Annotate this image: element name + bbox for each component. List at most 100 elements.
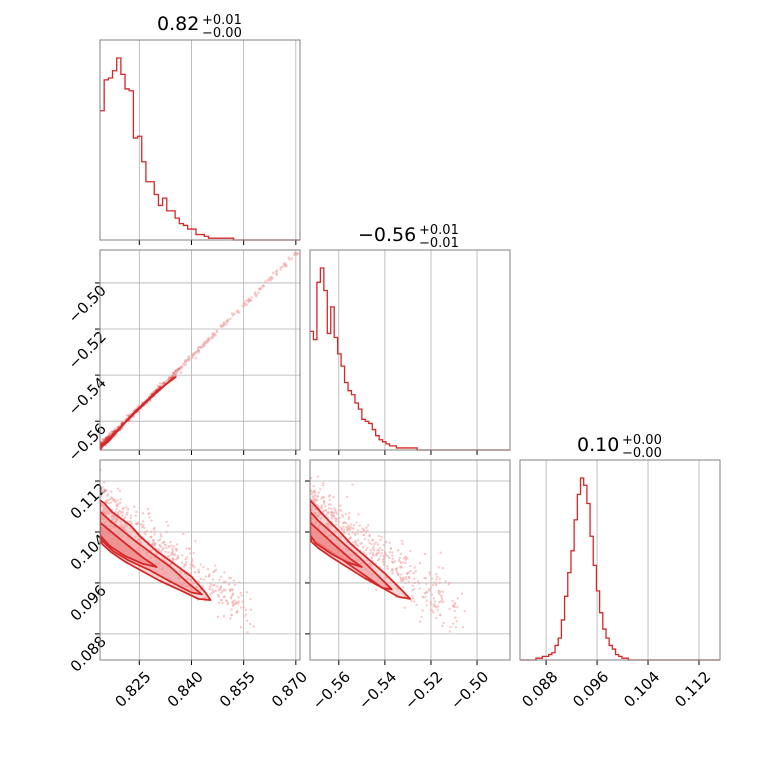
sample-point — [359, 542, 362, 545]
sample-point — [241, 600, 244, 604]
sample-point — [300, 495, 302, 497]
sample-point — [250, 296, 253, 299]
sample-point — [235, 611, 238, 614]
sample-point — [339, 535, 343, 539]
axes-frame — [519, 459, 721, 661]
sample-point — [320, 504, 323, 507]
sample-point — [413, 581, 416, 585]
sample-point — [197, 568, 200, 572]
sample-point — [343, 521, 346, 524]
sample-point — [399, 552, 403, 556]
sample-point — [306, 505, 308, 507]
sample-point — [106, 509, 109, 512]
sample-point — [244, 608, 248, 612]
sample-point — [237, 311, 241, 314]
sample-point — [122, 526, 126, 530]
sample-point — [183, 572, 187, 576]
sample-point — [311, 506, 314, 510]
sample-point — [133, 505, 136, 508]
x-tick-label: 0.870 — [268, 668, 311, 711]
sample-point — [320, 497, 323, 500]
sample-point — [383, 560, 386, 563]
sample-point — [248, 298, 251, 302]
sample-point — [429, 587, 432, 590]
sample-point — [192, 551, 195, 555]
sample-point — [350, 527, 354, 530]
histogram-step — [520, 477, 720, 661]
sample-point — [395, 568, 398, 571]
sample-point — [94, 509, 96, 511]
sample-point — [426, 591, 429, 594]
sample-point — [345, 525, 348, 529]
sample-point — [279, 265, 283, 269]
x-tick-label: 0.825 — [112, 668, 155, 711]
sample-point — [194, 539, 197, 543]
sample-point — [409, 549, 412, 553]
sample-point — [126, 511, 129, 514]
sample-point — [312, 484, 315, 488]
sample-point — [342, 525, 345, 528]
sample-point — [167, 554, 170, 558]
sample-point — [369, 563, 372, 567]
sample-point — [225, 320, 229, 324]
sample-point — [369, 549, 372, 552]
sample-point — [404, 576, 408, 579]
y-tick-label: −0.50 — [65, 282, 110, 327]
sample-point — [236, 609, 239, 613]
sample-point — [116, 504, 119, 508]
sample-point — [396, 588, 400, 591]
sample-point — [412, 572, 415, 575]
sample-point — [107, 434, 111, 437]
sample-point — [242, 606, 246, 609]
sample-point — [128, 527, 132, 530]
sample-point — [156, 384, 160, 388]
sample-point — [134, 514, 137, 517]
sample-point — [227, 583, 231, 586]
sample-point — [179, 371, 183, 374]
sample-point — [417, 582, 421, 585]
sample-point — [322, 500, 326, 503]
sample-point — [397, 558, 401, 562]
axes-frame — [309, 459, 511, 661]
sample-point — [151, 541, 155, 544]
sample-point — [212, 334, 216, 337]
sample-point — [316, 475, 320, 478]
sample-point — [377, 534, 381, 538]
sample-point — [240, 594, 243, 597]
panel-hist-param-3: 0.088 0.096 0.104 0.112 — [518, 459, 721, 711]
sample-point — [105, 499, 109, 502]
sample-point — [405, 578, 408, 581]
sample-point — [245, 303, 249, 306]
sample-point — [100, 443, 103, 446]
sample-point — [451, 604, 455, 607]
sample-point — [183, 563, 187, 566]
sample-point — [435, 575, 439, 578]
sample-point — [391, 561, 394, 564]
sample-point — [255, 293, 259, 296]
sample-point — [313, 494, 316, 497]
sample-point — [141, 512, 145, 515]
sample-point — [377, 559, 380, 562]
sample-point — [418, 620, 422, 623]
sample-point — [134, 535, 137, 539]
sample-point — [411, 588, 414, 592]
sample-point — [425, 604, 428, 607]
sample-point — [121, 507, 124, 511]
sample-point — [275, 272, 278, 275]
contour-inner — [100, 376, 177, 448]
sample-point — [317, 491, 320, 494]
sample-point — [367, 539, 370, 542]
sample-point — [181, 554, 184, 557]
sample-point — [141, 526, 144, 529]
sample-point — [249, 597, 252, 601]
sample-point — [214, 589, 217, 593]
sample-point — [96, 511, 98, 513]
sample-point — [373, 542, 376, 546]
sample-point — [229, 617, 232, 620]
sample-point — [214, 564, 217, 567]
sample-point — [219, 588, 223, 592]
sample-point — [184, 362, 188, 366]
sample-point — [407, 580, 410, 583]
